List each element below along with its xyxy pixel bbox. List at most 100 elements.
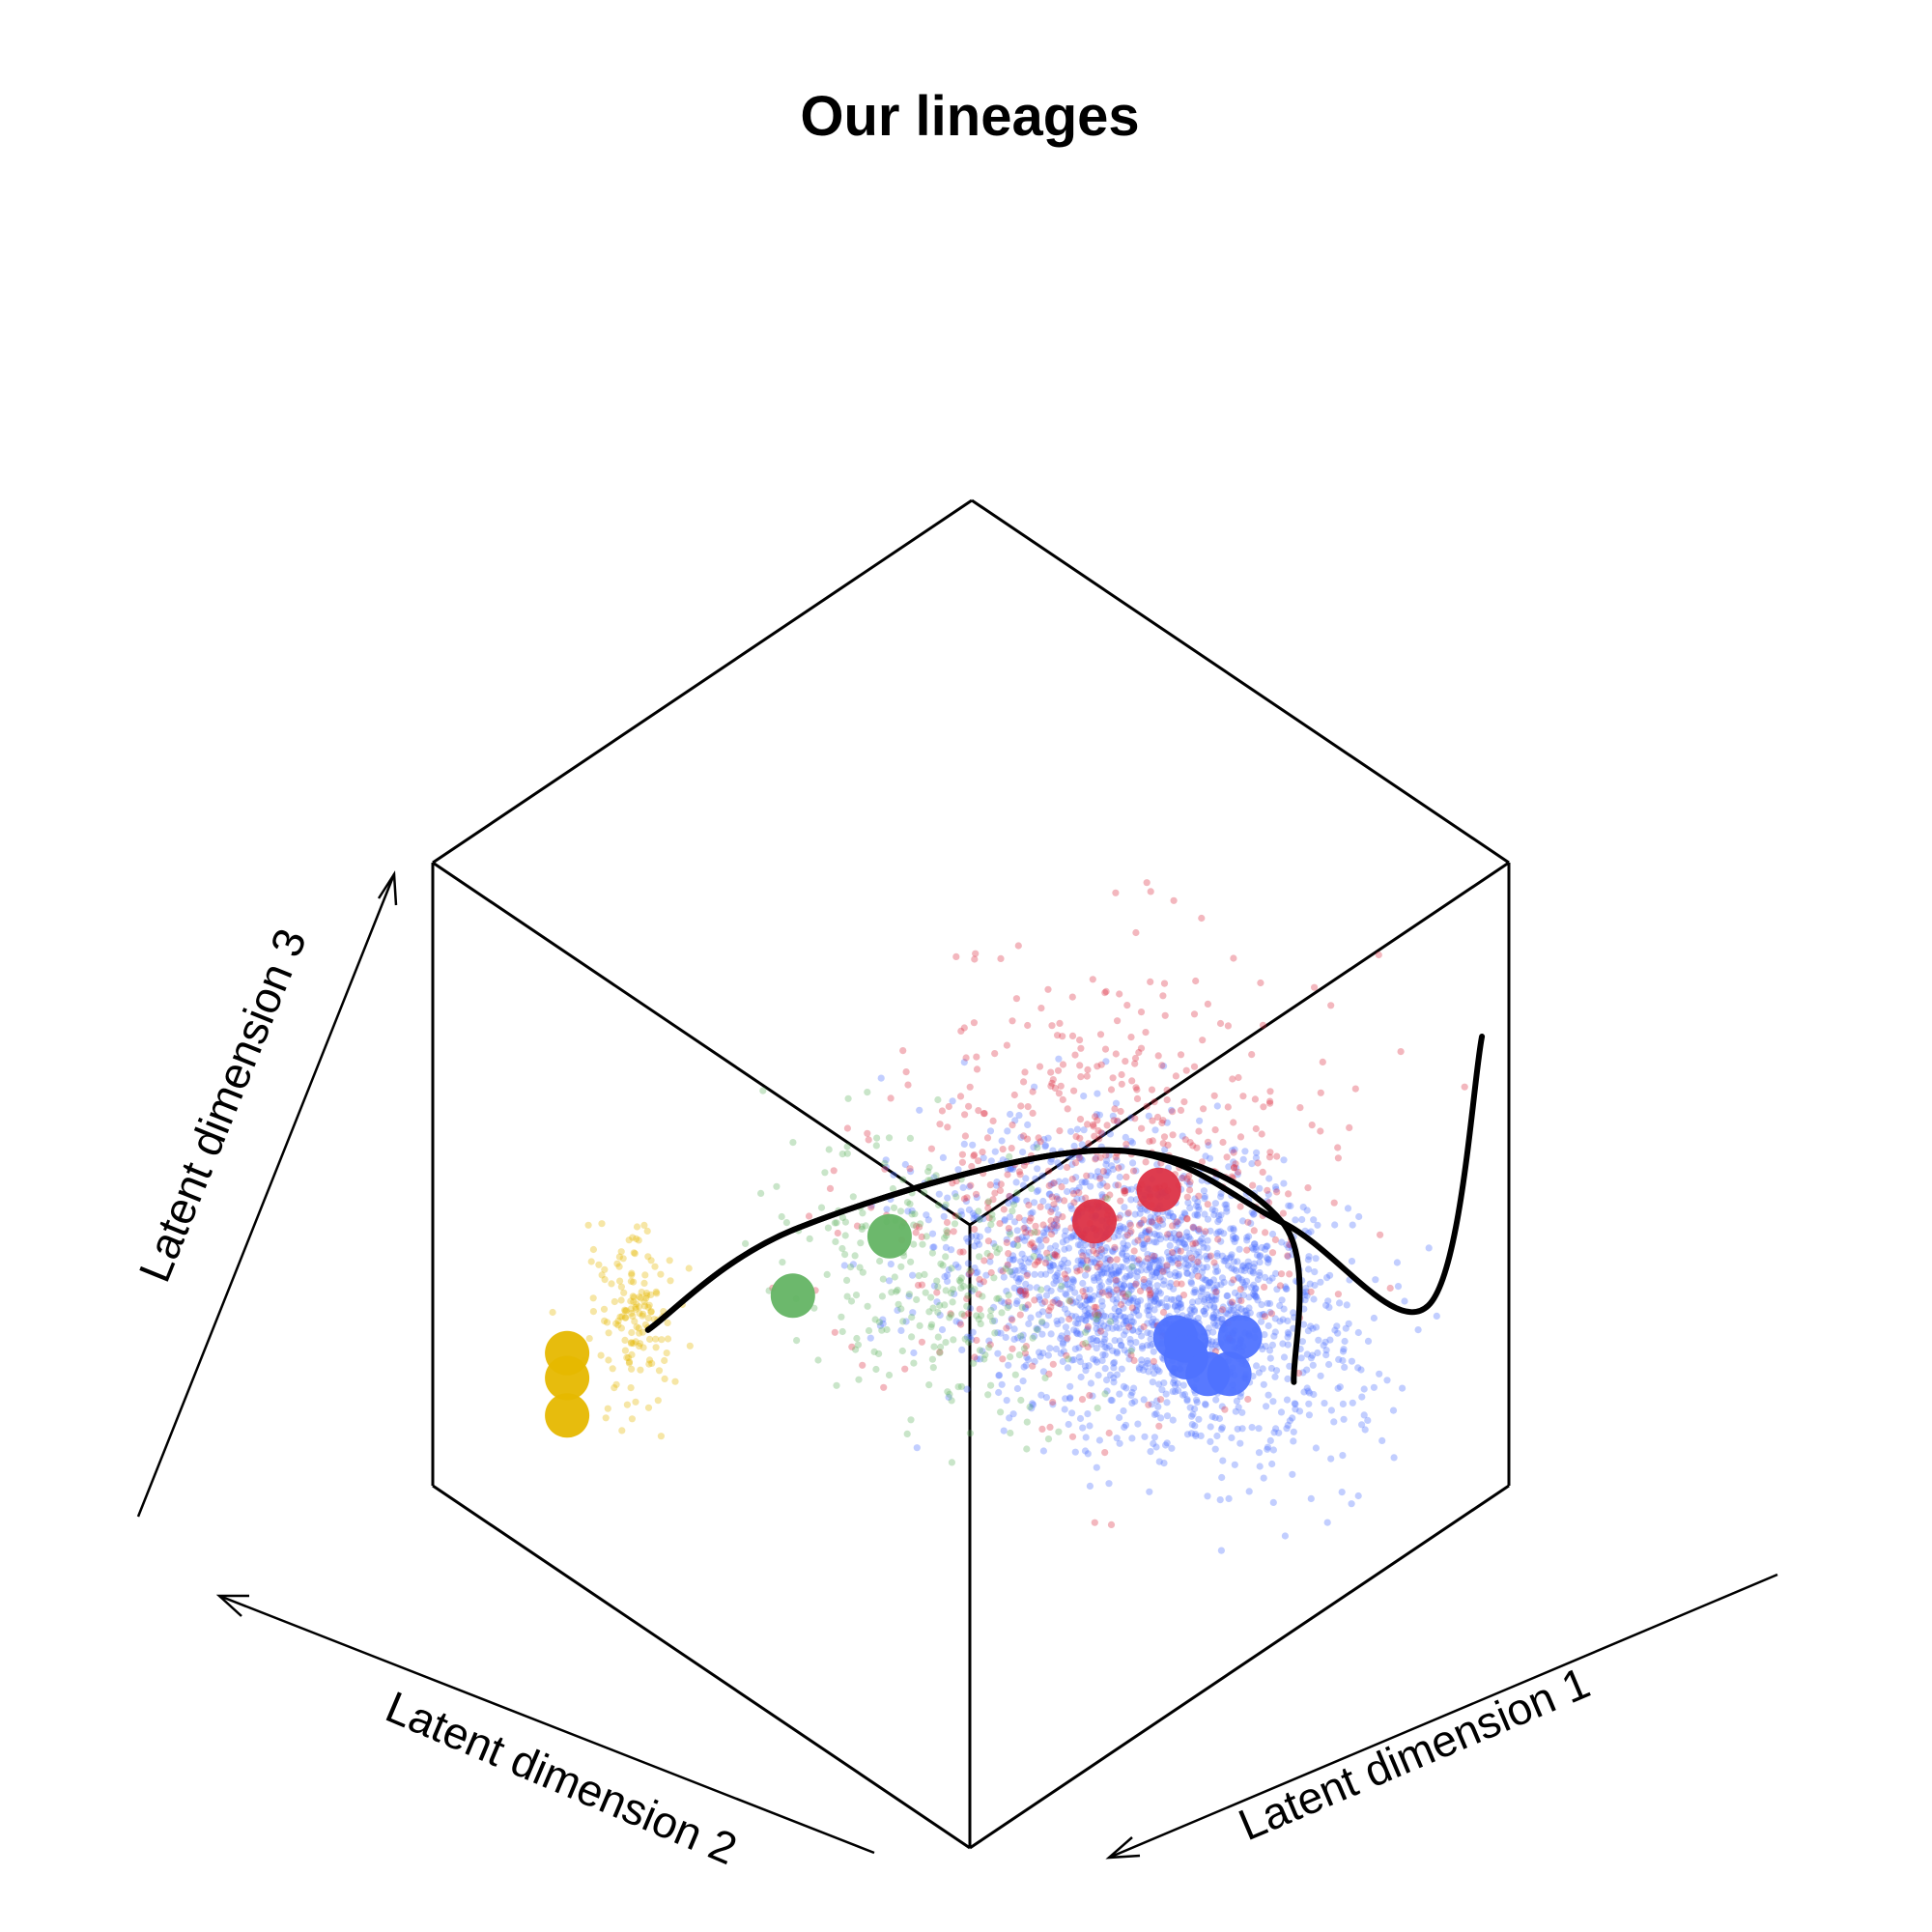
background-point [1279,1340,1287,1348]
background-point [1020,1161,1028,1169]
background-point [643,1292,651,1299]
background-point [658,1336,666,1344]
background-point [917,1220,924,1228]
background-point [1013,1236,1021,1243]
background-point [891,1273,898,1281]
background-point [1094,1329,1102,1337]
background-point [1138,1124,1146,1132]
background-point [1007,1110,1014,1119]
background-point [1049,1360,1057,1368]
background-point [1093,1345,1100,1352]
background-point [1079,1340,1087,1349]
background-point [1101,1343,1109,1351]
background-point [991,1317,999,1324]
background-point [855,1376,863,1383]
background-point [1098,1297,1106,1305]
background-point [1322,1351,1330,1359]
background-point [939,1153,948,1161]
background-point [1251,1288,1259,1295]
background-point [1177,1051,1185,1059]
background-point [1118,1300,1125,1309]
background-point [1031,1199,1038,1207]
background-point [957,1382,966,1390]
background-point [1073,1125,1081,1133]
background-point [1123,1002,1131,1009]
background-point [976,1216,983,1224]
background-point [929,1243,937,1251]
background-point [1097,1270,1105,1278]
background-point [598,1220,606,1228]
background-point [1053,1224,1061,1232]
background-point [1049,1262,1058,1269]
background-point [1311,983,1319,991]
background-point [967,1267,976,1275]
background-point [1171,1302,1179,1311]
background-point [1231,1164,1238,1172]
background-point [1020,1363,1028,1371]
background-point [1114,1277,1122,1285]
background-point [1012,1274,1020,1282]
background-point [1076,1301,1084,1309]
background-point [1146,1286,1153,1293]
background-point [963,1194,971,1202]
background-point [1236,1286,1244,1293]
background-point [1153,1266,1161,1274]
axis-x-label: Latent dimension 1 [1232,1657,1597,1850]
background-point [1266,1097,1274,1105]
background-point [1118,1070,1125,1079]
background-point [1234,1171,1241,1179]
background-point [1266,1354,1274,1362]
background-point [1235,1073,1242,1082]
background-point [1153,1366,1162,1374]
background-point [941,1235,949,1242]
background-point [1122,1058,1129,1065]
background-point [617,1324,626,1332]
background-point [1056,1264,1064,1272]
background-point [948,1290,955,1297]
background-point [1236,1133,1245,1141]
background-point [994,1350,1002,1357]
background-point [1037,1236,1044,1243]
background-point [1062,1395,1069,1403]
background-point [972,950,980,957]
background-point [1046,1266,1054,1274]
background-point [1354,1328,1362,1337]
background-point [639,1344,647,1351]
background-point [973,1336,980,1345]
background-point [1094,1168,1102,1176]
background-point [1084,1311,1092,1319]
background-point [644,1314,652,1322]
background-point [954,1212,962,1220]
background-point [940,1212,948,1220]
background-point [876,1321,885,1329]
background-point [853,1222,862,1230]
background-point [1009,1256,1017,1264]
background-point [1113,1348,1121,1355]
background-point [1115,1268,1122,1276]
background-point [1124,1186,1132,1194]
background-point [1090,1121,1097,1128]
background-point [1256,1268,1264,1277]
background-point [927,1321,936,1328]
background-point [1175,1231,1183,1238]
background-point [1084,1343,1092,1350]
background-point [1354,1364,1362,1372]
box-edge [969,1484,1510,1850]
background-point [628,1339,636,1347]
background-point [973,1053,980,1061]
background-point [949,1179,956,1187]
background-point [625,1359,634,1367]
background-point [864,1089,871,1096]
background-point [602,1414,610,1422]
background-point [1251,1095,1259,1103]
background-point [742,1239,750,1247]
background-point [1106,1264,1114,1271]
background-point [1042,1236,1050,1244]
background-point [1179,1238,1186,1247]
background-point [965,1102,973,1110]
background-point [1090,1122,1097,1130]
background-point [986,1181,994,1189]
background-point [1344,1205,1352,1212]
background-point [909,1309,917,1317]
background-point [1138,1219,1146,1227]
